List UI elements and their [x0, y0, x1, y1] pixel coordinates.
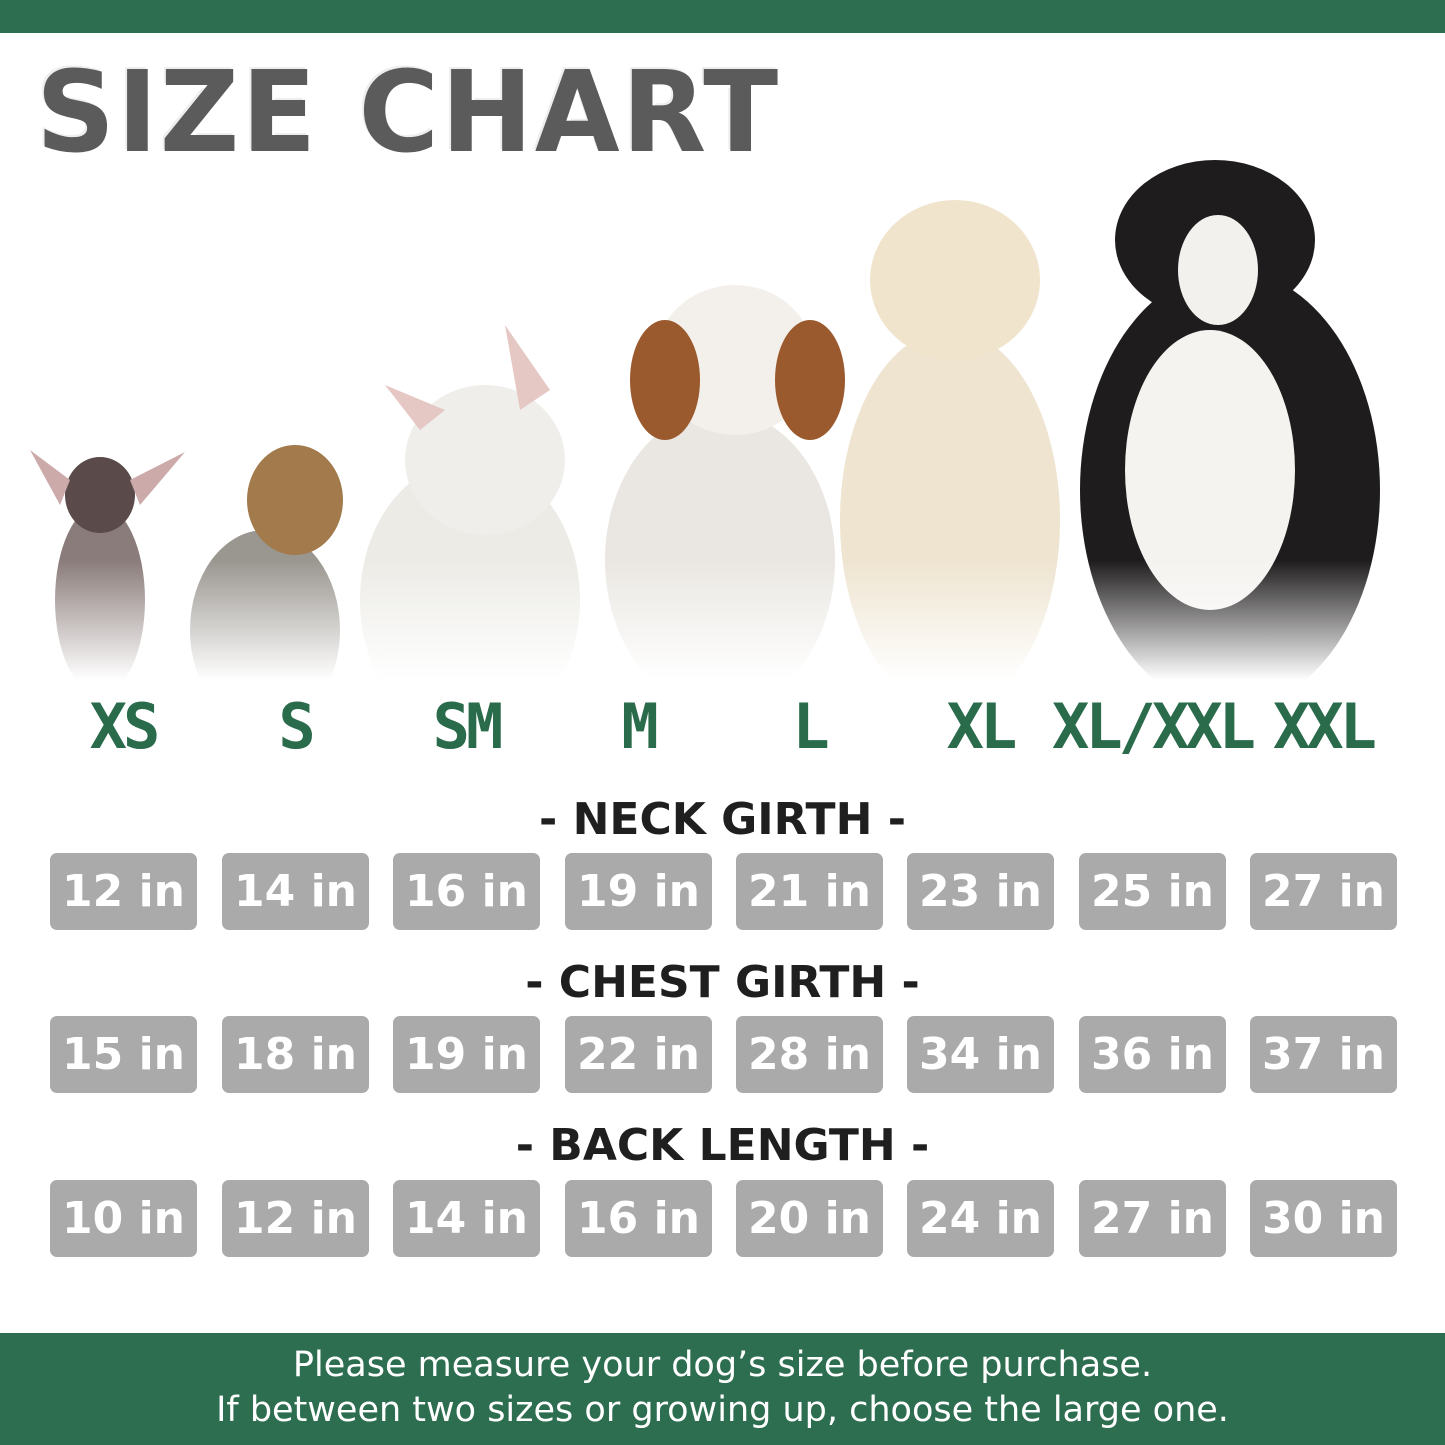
measurement-heading: - BACK LENGTH -: [515, 1120, 930, 1171]
size-label-sm: SM: [432, 690, 504, 763]
measurement-cell: 30 in: [1250, 1180, 1397, 1257]
size-label-xs: XS: [89, 690, 161, 763]
measurement-cell: 23 in: [907, 853, 1054, 930]
measurement-cell: 22 in: [565, 1016, 712, 1093]
size-label-l: L: [792, 690, 829, 763]
footer-line-1: Please measure your dog’s size before pu…: [292, 1345, 1153, 1385]
measurement-cell: 10 in: [50, 1180, 197, 1257]
footer-line-2: If between two sizes or growing up, choo…: [216, 1390, 1229, 1430]
measurement-cell: 28 in: [736, 1016, 883, 1093]
measurement-cell: 24 in: [907, 1180, 1054, 1257]
size-label-xl: XL: [946, 690, 1018, 763]
size-label-s: S: [278, 690, 315, 763]
measurement-cell: 14 in: [393, 1180, 540, 1257]
measurement-cell: 16 in: [565, 1180, 712, 1257]
measurement-heading: - CHEST GIRTH -: [525, 957, 920, 1008]
measurement-cell: 14 in: [222, 853, 369, 930]
measurement-cell: 37 in: [1250, 1016, 1397, 1093]
footer-note: Please measure your dog’s size before pu…: [0, 1333, 1445, 1445]
measurement-cell: 36 in: [1079, 1016, 1226, 1093]
measurement-cell: 20 in: [736, 1180, 883, 1257]
measurement-cell: 19 in: [393, 1016, 540, 1093]
size-label-m: M: [621, 690, 658, 763]
size-label-xxl: XXL: [1273, 690, 1377, 763]
photo-fade: [0, 560, 1445, 710]
top-bar: [0, 0, 1445, 33]
measurement-cell: 34 in: [907, 1016, 1054, 1093]
measurement-cell: 21 in: [736, 853, 883, 930]
measurement-cell: 19 in: [565, 853, 712, 930]
measurement-cell: 27 in: [1250, 853, 1397, 930]
measurement-cell: 25 in: [1079, 853, 1226, 930]
size-label-xl-xxl: XL/XXL: [1052, 690, 1256, 763]
page-title: SIZE CHART: [36, 48, 781, 178]
measurement-cell: 18 in: [222, 1016, 369, 1093]
measurement-heading: - NECK GIRTH -: [539, 794, 906, 845]
measurement-cell: 12 in: [222, 1180, 369, 1257]
measurement-cell: 15 in: [50, 1016, 197, 1093]
measurement-cell: 12 in: [50, 853, 197, 930]
measurement-cell: 27 in: [1079, 1180, 1226, 1257]
measurement-cell: 16 in: [393, 853, 540, 930]
